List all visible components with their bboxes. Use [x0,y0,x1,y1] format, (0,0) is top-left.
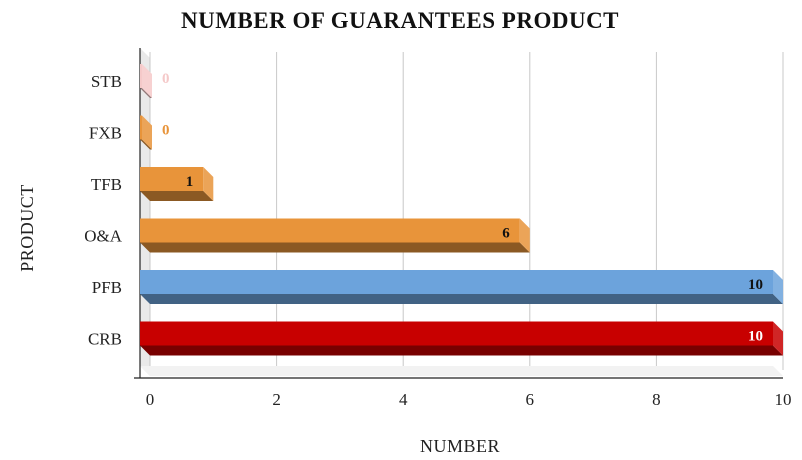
bar-front [140,115,142,140]
data-label: 0 [162,123,170,139]
bar-front [140,218,520,243]
x-axis-title: NUMBER [420,436,500,456]
bar [140,167,214,201]
bar-end [142,115,152,150]
floor [140,366,783,376]
bar-front [140,167,204,191]
y-tick-label: O&A [84,227,123,246]
y-tick-label: FXB [89,124,122,143]
bar-end [203,167,214,201]
bar-end [142,64,152,98]
x-tick-label: 8 [652,390,661,409]
y-tick-label: CRB [88,330,122,349]
label-layer: 0 2 4 6 8 10 STB 0 FXB 0 TFB 1 O&A 6 PFB 10 CRB 10 [84,71,791,409]
bar [140,321,783,356]
bar-end [519,218,530,253]
bar-front [140,64,142,88]
y-tick-label: STB [91,72,122,91]
x-tick-label: 4 [399,390,408,409]
bar-bottom [140,345,783,356]
bar-bottom [140,242,530,253]
bar [140,64,152,98]
data-label: 6 [502,226,510,242]
bar-front [140,321,773,346]
bar-bottom [140,139,152,150]
y-axis-title: PRODUCT [17,184,37,272]
data-label: 10 [748,277,763,293]
x-tick-label: 6 [526,390,535,409]
y-tick-label: TFB [91,175,122,194]
y-tick-label: PFB [92,278,122,297]
bar [140,115,152,150]
chart-title: NUMBER OF GUARANTEES PRODUCT [181,8,619,33]
bar-bottom [140,191,214,201]
bar-end [773,321,783,356]
data-label: 1 [186,174,194,190]
bar-end [773,270,783,304]
x-tick-label: 10 [775,390,792,409]
data-label: 0 [162,71,170,87]
data-label: 10 [748,329,763,345]
bar-bottom [140,294,783,304]
bar-front [140,270,773,294]
bar [140,270,783,304]
x-tick-label: 2 [272,390,281,409]
bar [140,218,530,253]
bar-bottom [140,88,152,98]
bar-layer [140,64,783,356]
x-tick-label: 0 [146,390,155,409]
